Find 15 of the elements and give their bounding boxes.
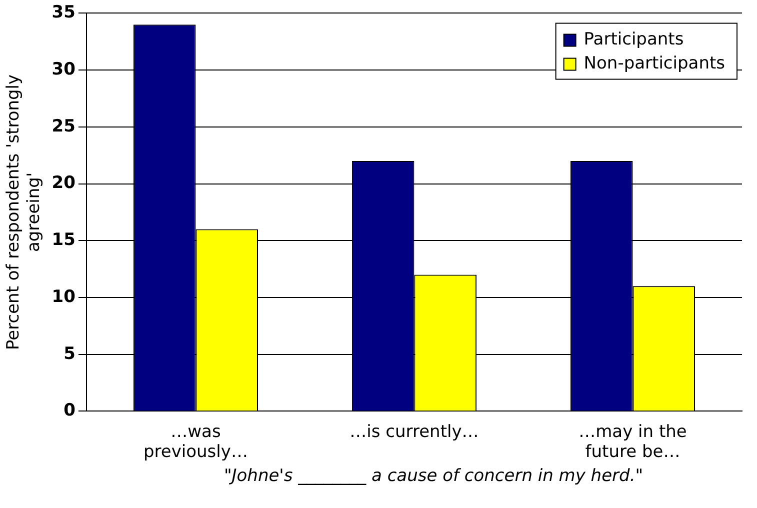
legend-label: Participants <box>584 30 684 50</box>
y-tick-label: 20 <box>52 173 76 194</box>
y-tick-label: 30 <box>52 59 76 80</box>
y-tick-label: 5 <box>64 344 76 364</box>
legend-label: Non-participants <box>584 54 726 74</box>
y-tick-label: 0 <box>64 400 76 421</box>
y-axis-title: Percent of respondents 'strongly agreeing' <box>4 74 44 350</box>
y-tick-label: 35 <box>52 2 76 23</box>
y-tick-label: 25 <box>52 116 76 136</box>
y-tick-label: 10 <box>52 286 76 307</box>
x-tick-label: …was previously… <box>143 422 248 462</box>
y-tick-label: 15 <box>52 230 76 250</box>
x-tick-label: …is currently… <box>350 422 479 442</box>
text: "Johne's ________ a cause of concern in my herd." <box>222 466 644 486</box>
x-tick-label: …may in the future be… <box>578 422 687 462</box>
